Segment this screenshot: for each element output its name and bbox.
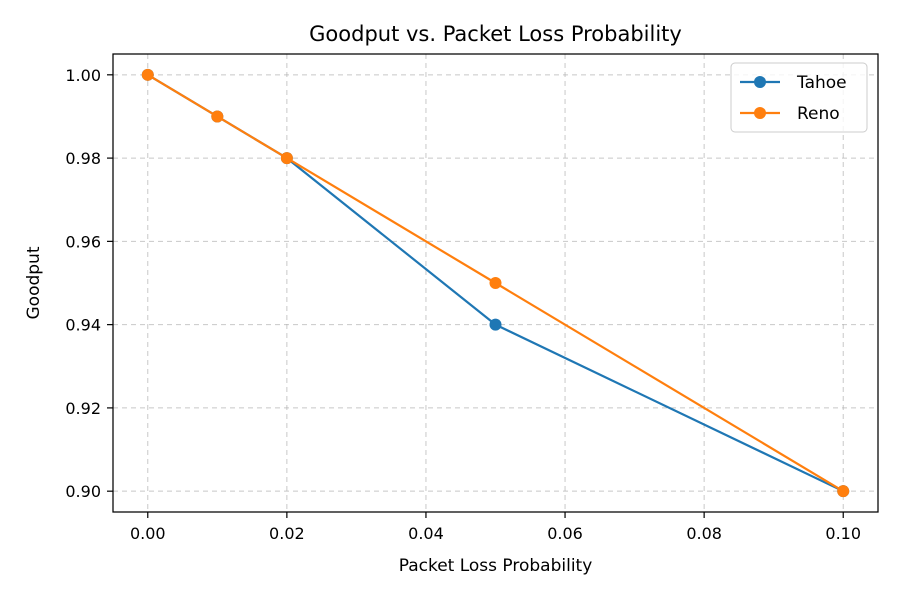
data-point-reno — [211, 110, 224, 123]
x-tick-label: 0.02 — [269, 524, 305, 543]
x-axis-title: Packet Loss Probability — [399, 556, 593, 576]
y-tick-label: 0.92 — [65, 399, 101, 418]
data-point-reno — [141, 68, 154, 81]
legend-item-reno: Reno — [740, 104, 840, 124]
legend-marker-tahoe — [754, 76, 766, 88]
x-tick-label: 0.08 — [686, 524, 722, 543]
legend-label-tahoe: Tahoe — [796, 73, 847, 93]
plot-frame — [112, 53, 879, 513]
y-tick-label: 0.94 — [65, 316, 101, 335]
y-tick-label: 0.98 — [65, 149, 101, 168]
x-tick-label: 0.04 — [408, 524, 444, 543]
y-tick-label: 1.00 — [65, 66, 101, 85]
data-point-reno — [489, 277, 502, 289]
data-point-tahoe — [489, 318, 502, 331]
y-axis-title: Goodput — [24, 246, 44, 319]
series-reno — [141, 68, 850, 498]
y-axis: 0.90 0.92 0.94 0.96 0.98 1.00 — [65, 66, 113, 501]
x-tick-label: 0.06 — [547, 524, 583, 543]
legend-item-tahoe: Tahoe — [740, 73, 847, 93]
x-tick-label: 0.10 — [825, 524, 861, 543]
legend-label-reno: Reno — [797, 104, 840, 124]
x-tick-label: 0.00 — [130, 524, 166, 543]
data-point-reno — [280, 152, 293, 165]
y-tick-label: 0.96 — [65, 232, 101, 251]
chart-title: Goodput vs. Packet Loss Probability — [309, 22, 682, 46]
data-point-reno — [837, 485, 850, 498]
legend-marker-reno — [754, 107, 766, 119]
grid — [113, 54, 878, 512]
series-layer — [141, 68, 850, 498]
x-axis: 0.00 0.02 0.04 0.06 0.08 0.10 — [130, 512, 861, 543]
y-tick-label: 0.90 — [65, 482, 101, 501]
legend: Tahoe Reno — [730, 62, 868, 133]
